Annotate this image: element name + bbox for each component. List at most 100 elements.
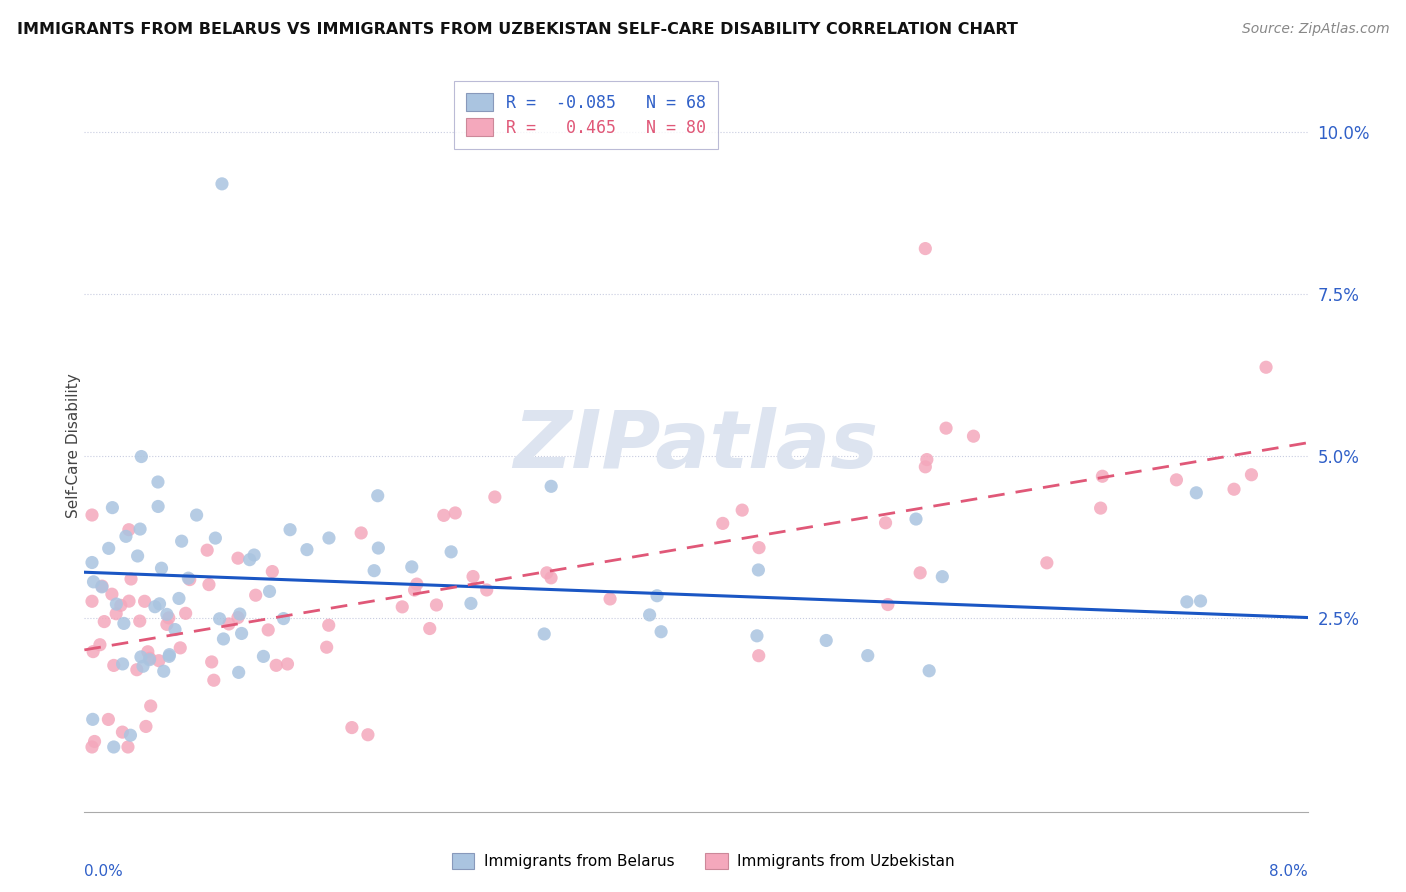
Point: [115, 529, 138, 543]
Point: [103, 658, 125, 673]
Point: [1185, 485, 1208, 500]
Point: [91, 579, 114, 593]
Point: [128, 614, 150, 628]
Point: [875, 516, 897, 530]
Point: [745, 629, 768, 643]
Point: [367, 541, 389, 555]
Point: [259, 584, 281, 599]
Point: [638, 607, 661, 622]
Point: [80, 739, 103, 754]
Point: [111, 725, 134, 739]
Point: [101, 587, 124, 601]
Point: [931, 569, 953, 583]
Point: [169, 640, 191, 655]
Point: [195, 543, 218, 558]
Point: [229, 607, 252, 621]
Point: [202, 673, 225, 688]
Point: [174, 607, 197, 621]
Point: [1175, 595, 1198, 609]
Point: [1240, 467, 1263, 482]
Point: [125, 663, 148, 677]
Point: [204, 531, 226, 545]
Text: ZIPatlas: ZIPatlas: [513, 407, 879, 485]
Point: [278, 523, 301, 537]
Point: [918, 664, 941, 678]
Point: [103, 739, 125, 754]
Point: [105, 607, 128, 621]
Point: [908, 566, 931, 580]
Point: [112, 616, 135, 631]
Point: [83, 574, 105, 589]
Point: [118, 594, 141, 608]
Legend: Immigrants from Belarus, Immigrants from Uzbekistan: Immigrants from Belarus, Immigrants from…: [446, 847, 960, 875]
Point: [357, 728, 380, 742]
Point: [460, 596, 482, 610]
Point: [1166, 473, 1188, 487]
Point: [157, 611, 180, 625]
Point: [139, 651, 162, 665]
Point: [350, 525, 373, 540]
Point: [198, 577, 221, 591]
Point: [135, 719, 157, 733]
Point: [276, 657, 298, 671]
Point: [226, 610, 249, 624]
Legend: R =  -0.085   N = 68, R =   0.465   N = 80: R = -0.085 N = 68, R = 0.465 N = 80: [454, 81, 717, 149]
Point: [748, 648, 770, 663]
Point: [132, 659, 155, 673]
Point: [93, 615, 115, 629]
Point: [148, 597, 170, 611]
Point: [856, 648, 879, 663]
Point: [156, 617, 179, 632]
Point: [484, 490, 506, 504]
Point: [245, 588, 267, 602]
Point: [599, 591, 621, 606]
Point: [363, 564, 385, 578]
Point: [1254, 360, 1277, 375]
Point: [228, 665, 250, 680]
Point: [156, 607, 179, 622]
Point: [105, 597, 128, 611]
Point: [110, 599, 132, 613]
Point: [876, 598, 898, 612]
Point: [318, 531, 340, 545]
Point: [186, 508, 208, 522]
Point: [208, 612, 231, 626]
Point: [129, 649, 152, 664]
Point: [1090, 501, 1112, 516]
Point: [711, 516, 734, 531]
Point: [150, 561, 173, 575]
Point: [540, 571, 562, 585]
Point: [440, 545, 463, 559]
Point: [101, 500, 124, 515]
Point: [80, 556, 103, 570]
Point: [117, 739, 139, 754]
Point: [425, 598, 447, 612]
Point: [340, 721, 363, 735]
Point: [129, 522, 152, 536]
Point: [252, 649, 274, 664]
Point: [257, 623, 280, 637]
Point: [904, 512, 927, 526]
Point: [914, 459, 936, 474]
Point: [461, 569, 484, 583]
Point: [138, 653, 160, 667]
Point: [127, 549, 149, 563]
Point: [1036, 556, 1059, 570]
Point: [1223, 482, 1246, 496]
Text: Source: ZipAtlas.com: Source: ZipAtlas.com: [1241, 22, 1389, 37]
Point: [146, 500, 169, 514]
Point: [444, 506, 467, 520]
Point: [419, 622, 441, 636]
Point: [748, 541, 770, 555]
Point: [218, 616, 240, 631]
Point: [111, 657, 134, 671]
Point: [211, 177, 233, 191]
Point: [540, 479, 562, 493]
Point: [262, 565, 284, 579]
Point: [146, 475, 169, 489]
Point: [404, 583, 426, 598]
Point: [815, 633, 838, 648]
Point: [914, 242, 936, 256]
Point: [536, 566, 558, 580]
Point: [231, 626, 253, 640]
